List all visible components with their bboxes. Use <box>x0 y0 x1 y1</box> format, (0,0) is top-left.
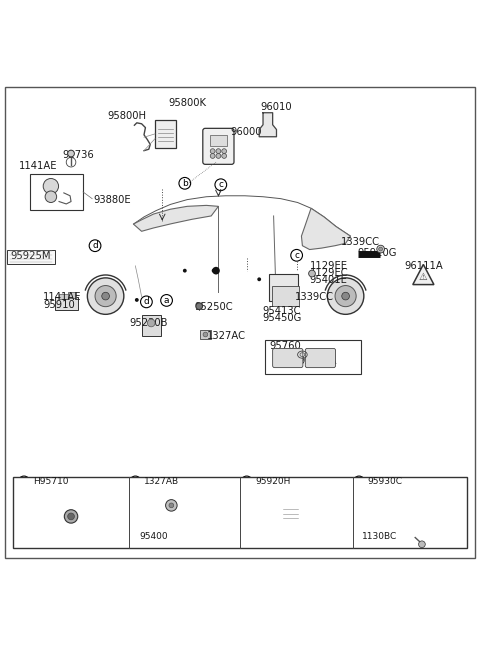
FancyBboxPatch shape <box>396 506 415 526</box>
Text: 1129EE: 1129EE <box>310 261 348 271</box>
Text: a: a <box>164 296 169 305</box>
Text: 1141AE: 1141AE <box>43 292 82 302</box>
Text: 96010: 96010 <box>260 101 292 112</box>
Circle shape <box>379 247 383 251</box>
FancyBboxPatch shape <box>200 330 211 339</box>
FancyBboxPatch shape <box>30 174 83 210</box>
FancyBboxPatch shape <box>203 128 234 164</box>
FancyBboxPatch shape <box>269 273 298 301</box>
Text: b: b <box>132 477 138 486</box>
Text: 1327AC: 1327AC <box>206 331 245 341</box>
Text: 95401E: 95401E <box>310 275 348 285</box>
Text: 96000: 96000 <box>230 128 262 137</box>
Circle shape <box>45 191 57 203</box>
FancyBboxPatch shape <box>272 286 299 306</box>
Circle shape <box>222 149 227 154</box>
Circle shape <box>342 292 349 300</box>
Circle shape <box>183 269 187 273</box>
FancyBboxPatch shape <box>280 502 301 523</box>
Circle shape <box>335 286 356 306</box>
Circle shape <box>147 319 155 327</box>
FancyBboxPatch shape <box>155 120 176 148</box>
Text: 1339CC: 1339CC <box>295 292 334 302</box>
Text: 95910: 95910 <box>43 300 75 310</box>
Text: 95230B: 95230B <box>130 319 168 328</box>
Text: d: d <box>92 241 98 250</box>
Circle shape <box>102 292 109 300</box>
Text: 95800K: 95800K <box>168 97 206 108</box>
Circle shape <box>257 277 261 281</box>
Text: ⚠: ⚠ <box>419 272 428 282</box>
Text: c: c <box>244 477 249 486</box>
Circle shape <box>166 500 177 511</box>
Circle shape <box>210 154 215 158</box>
Circle shape <box>309 270 315 277</box>
Polygon shape <box>54 196 390 301</box>
Circle shape <box>210 149 215 154</box>
Circle shape <box>212 269 216 273</box>
Text: 95930C: 95930C <box>367 477 402 486</box>
Text: 95450G: 95450G <box>263 313 302 323</box>
Circle shape <box>87 278 124 314</box>
Text: a: a <box>22 477 26 486</box>
Text: 1129EC: 1129EC <box>310 268 348 278</box>
Circle shape <box>212 267 220 275</box>
FancyBboxPatch shape <box>5 87 475 558</box>
Circle shape <box>169 503 174 508</box>
Text: H95710: H95710 <box>33 477 68 486</box>
Circle shape <box>222 154 227 158</box>
Text: 95413C: 95413C <box>263 306 301 315</box>
Text: 1141AE: 1141AE <box>19 161 58 171</box>
FancyBboxPatch shape <box>273 348 303 368</box>
Polygon shape <box>301 208 350 250</box>
FancyBboxPatch shape <box>265 340 361 374</box>
Circle shape <box>419 541 425 548</box>
FancyBboxPatch shape <box>142 315 161 336</box>
Text: 93880E: 93880E <box>94 195 131 204</box>
FancyBboxPatch shape <box>170 508 185 528</box>
Circle shape <box>196 303 203 310</box>
Text: 95800H: 95800H <box>108 111 147 121</box>
Circle shape <box>216 149 221 154</box>
Text: 95250C: 95250C <box>194 302 233 312</box>
Text: c: c <box>294 251 299 260</box>
Polygon shape <box>133 205 218 232</box>
Text: 95920H: 95920H <box>255 477 291 486</box>
Circle shape <box>68 513 74 520</box>
Text: b: b <box>182 179 188 188</box>
Text: 95920G: 95920G <box>358 248 397 258</box>
Circle shape <box>135 298 139 302</box>
FancyBboxPatch shape <box>13 477 467 548</box>
Circle shape <box>43 179 59 194</box>
Text: 95413A: 95413A <box>299 356 337 366</box>
FancyBboxPatch shape <box>7 250 55 264</box>
Text: 1339CC: 1339CC <box>341 237 380 247</box>
Text: 1130BC: 1130BC <box>362 531 397 541</box>
Circle shape <box>216 154 221 158</box>
Polygon shape <box>259 113 276 137</box>
Text: 1327AB: 1327AB <box>144 477 179 486</box>
Text: 96111A: 96111A <box>404 261 443 272</box>
FancyBboxPatch shape <box>68 292 76 298</box>
Text: 95925M: 95925M <box>11 251 51 261</box>
FancyBboxPatch shape <box>210 135 227 146</box>
Text: 95760: 95760 <box>270 341 301 350</box>
Text: d: d <box>144 297 149 306</box>
Circle shape <box>68 150 74 157</box>
Text: 95400: 95400 <box>139 531 168 541</box>
Text: d: d <box>356 477 362 486</box>
Polygon shape <box>413 264 434 284</box>
Circle shape <box>327 278 364 314</box>
Text: 92736: 92736 <box>62 150 94 161</box>
Circle shape <box>203 332 208 337</box>
FancyBboxPatch shape <box>60 500 83 530</box>
Text: c: c <box>218 180 223 189</box>
FancyBboxPatch shape <box>59 294 69 299</box>
Circle shape <box>95 286 116 306</box>
Circle shape <box>64 510 78 523</box>
FancyBboxPatch shape <box>55 297 78 310</box>
Circle shape <box>377 245 384 253</box>
FancyBboxPatch shape <box>305 348 336 368</box>
